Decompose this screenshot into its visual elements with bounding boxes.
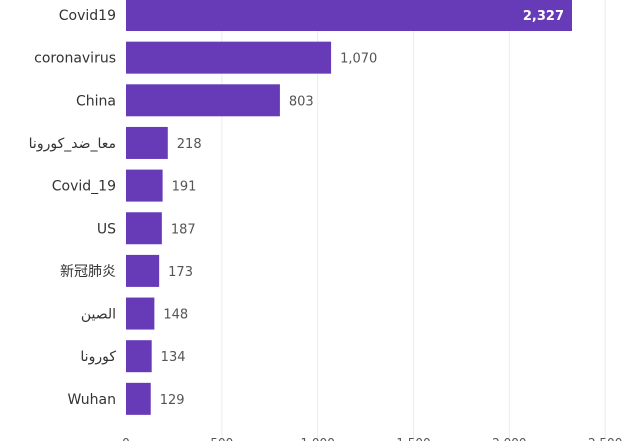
bar-3[interactable]	[126, 126, 168, 159]
x-tick-label-2000: 2,000	[492, 436, 526, 441]
category-label-0: Covid19	[59, 8, 116, 24]
category-label-1: coronavirus	[34, 51, 116, 67]
labels-layer: Covid19 2,327 coronavirus 1,070 China 803 معا_…	[29, 8, 564, 408]
x-tick-label-0: 0	[122, 436, 130, 441]
bar-1[interactable]	[126, 41, 332, 74]
bars-layer	[126, 0, 572, 415]
value-label-7: 148	[163, 308, 188, 323]
bar-9[interactable]	[126, 382, 151, 415]
category-label-6: 新冠肺炎	[60, 264, 116, 280]
bar-2[interactable]	[126, 84, 280, 117]
x-tick-label-500: 500	[210, 436, 233, 441]
value-label-0: 2,327	[523, 9, 564, 24]
value-label-8: 134	[161, 350, 186, 365]
value-label-5: 187	[171, 222, 196, 237]
category-label-2: China	[76, 93, 116, 109]
category-label-4: Covid_19	[52, 179, 116, 195]
value-label-1: 1,070	[340, 52, 377, 67]
category-label-5: US	[97, 221, 116, 237]
category-label-7: الصين	[81, 307, 116, 323]
x-tick-label-1000: 1,000	[300, 436, 334, 441]
value-label-4: 191	[172, 180, 197, 195]
bar-5[interactable]	[126, 212, 162, 245]
ticks-layer: 0 500 1,000 1,500 2,000 2,500	[122, 436, 622, 441]
bar-0[interactable]	[126, 0, 572, 31]
value-label-9: 129	[160, 393, 185, 408]
bar-4[interactable]	[126, 169, 163, 202]
bar-6[interactable]	[126, 254, 160, 287]
value-label-3: 218	[177, 137, 202, 152]
value-label-2: 803	[289, 94, 314, 109]
value-label-6: 173	[168, 265, 193, 280]
x-tick-label-1500: 1,500	[396, 436, 430, 441]
category-label-9: Wuhan	[67, 392, 116, 408]
bar-7[interactable]	[126, 297, 155, 330]
category-label-3: معا_ضد_كورونا	[29, 136, 116, 152]
x-tick-label-2500: 2,500	[588, 436, 622, 441]
category-label-8: كورونا	[80, 349, 116, 365]
bar-8[interactable]	[126, 340, 152, 373]
